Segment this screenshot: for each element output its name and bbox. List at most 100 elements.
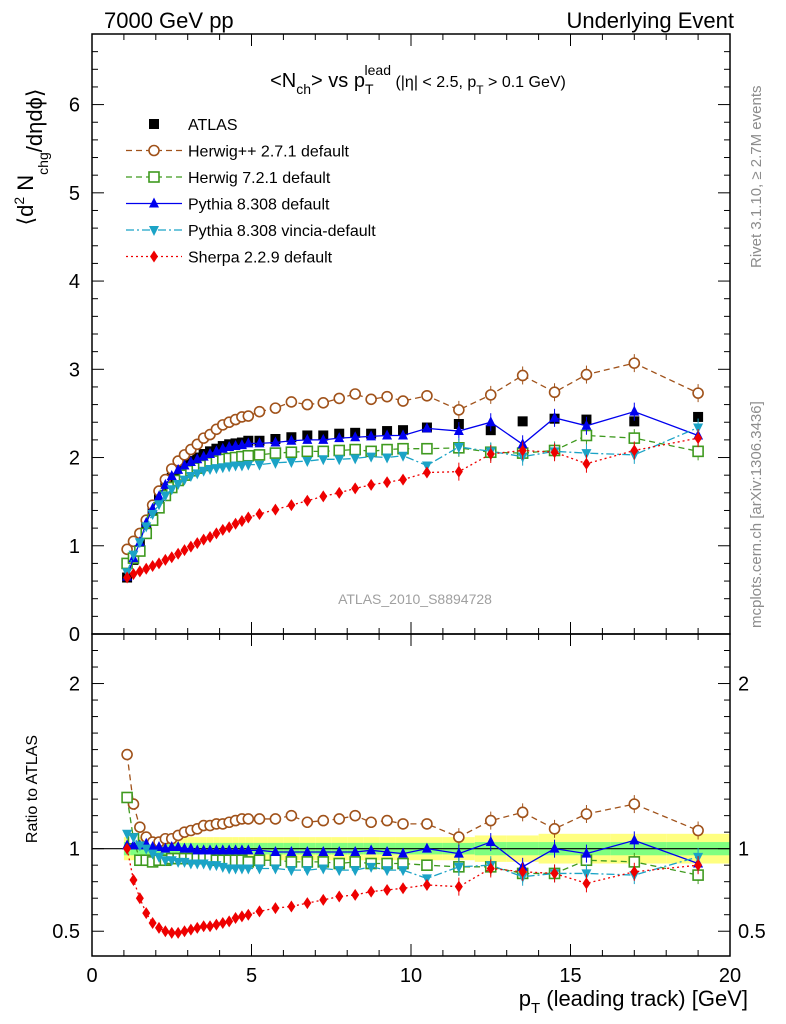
data-point xyxy=(397,395,409,407)
data-point xyxy=(153,490,164,501)
ratio-panel-frame xyxy=(91,633,731,957)
data-point xyxy=(318,433,329,444)
data-point xyxy=(121,748,133,761)
ratio-y-tick-label: 0.5 xyxy=(52,921,80,943)
data-point xyxy=(192,844,203,855)
legend: ATLAS Herwig++ 2.7.1 default Herwig 7.2.1 … xyxy=(126,117,376,267)
legend-label: ATLAS xyxy=(188,117,238,134)
data-point xyxy=(179,842,190,853)
data-point xyxy=(516,806,529,819)
series-herwig-2-7-1-default xyxy=(121,748,704,848)
data-point xyxy=(198,844,209,855)
data-point xyxy=(243,864,254,875)
data-point xyxy=(486,862,495,875)
legend-label: Sherpa 2.2.9 default xyxy=(188,250,333,267)
data-point xyxy=(484,389,497,401)
main-panel-series xyxy=(121,354,704,584)
data-point xyxy=(453,442,464,453)
data-point xyxy=(217,463,228,474)
data-point xyxy=(243,437,254,448)
data-point xyxy=(254,844,265,855)
data-point xyxy=(518,444,527,457)
data-point xyxy=(287,499,296,512)
data-point xyxy=(134,538,145,549)
data-point xyxy=(211,844,222,855)
data-point xyxy=(198,466,209,477)
data-point xyxy=(366,844,377,855)
data-point xyxy=(147,841,158,852)
data-point xyxy=(147,849,158,860)
data-point xyxy=(225,521,234,534)
data-point xyxy=(303,494,312,507)
data-point xyxy=(421,461,432,472)
data-point xyxy=(253,449,266,461)
data-point xyxy=(366,862,377,873)
data-point xyxy=(319,490,328,503)
data-point xyxy=(318,864,329,875)
data-point xyxy=(253,854,266,867)
legend-item: Pythia 8.308 default xyxy=(126,197,330,214)
data-point xyxy=(141,844,152,855)
data-point xyxy=(255,508,264,520)
data-point xyxy=(454,880,463,893)
data-point xyxy=(549,842,560,853)
data-point xyxy=(692,387,704,399)
data-point xyxy=(302,433,313,444)
data-point xyxy=(517,416,528,427)
data-point xyxy=(230,864,241,875)
data-point xyxy=(317,814,330,827)
data-point xyxy=(581,449,592,460)
data-point xyxy=(224,864,235,875)
data-point xyxy=(453,425,464,436)
legend-marker xyxy=(149,197,159,208)
data-point xyxy=(334,866,345,877)
data-point xyxy=(173,480,184,490)
data-point xyxy=(153,852,164,863)
legend-marker xyxy=(149,119,159,129)
data-point xyxy=(174,926,183,939)
data-point xyxy=(185,472,196,483)
data-point xyxy=(382,866,393,877)
y-tick-label: 0 xyxy=(69,624,80,646)
x-tick-label: 5 xyxy=(246,965,257,987)
data-point xyxy=(421,389,433,402)
data-point xyxy=(453,847,464,858)
data-point xyxy=(242,449,255,462)
data-point xyxy=(549,411,560,422)
data-point xyxy=(317,445,330,458)
data-point xyxy=(269,813,282,825)
data-point xyxy=(630,865,639,878)
data-point xyxy=(167,551,176,564)
data-point xyxy=(236,461,247,472)
data-point xyxy=(173,463,184,474)
data-point xyxy=(231,517,240,530)
data-point xyxy=(303,897,312,910)
data-point xyxy=(550,867,559,880)
data-point xyxy=(350,454,361,465)
data-point xyxy=(334,455,345,466)
data-point xyxy=(334,845,345,856)
data-point xyxy=(160,491,171,502)
data-point xyxy=(128,839,139,850)
data-point xyxy=(349,443,361,456)
data-point xyxy=(582,877,591,890)
data-point xyxy=(366,430,377,441)
data-point xyxy=(255,905,264,918)
ratio-y-tick-label: 1 xyxy=(69,839,80,861)
data-point xyxy=(421,842,432,853)
data-point xyxy=(269,402,282,414)
data-point xyxy=(179,459,190,470)
data-point xyxy=(399,473,408,486)
data-point xyxy=(154,557,163,570)
data-point xyxy=(128,550,139,561)
data-point xyxy=(484,814,497,827)
data-point xyxy=(421,442,433,455)
data-point xyxy=(160,856,171,867)
data-point xyxy=(629,834,640,845)
ratio-y-tick-label-right: 1 xyxy=(738,839,749,861)
data-point xyxy=(192,859,203,870)
data-point xyxy=(628,798,641,810)
data-point xyxy=(135,892,144,905)
data-point xyxy=(141,522,152,533)
